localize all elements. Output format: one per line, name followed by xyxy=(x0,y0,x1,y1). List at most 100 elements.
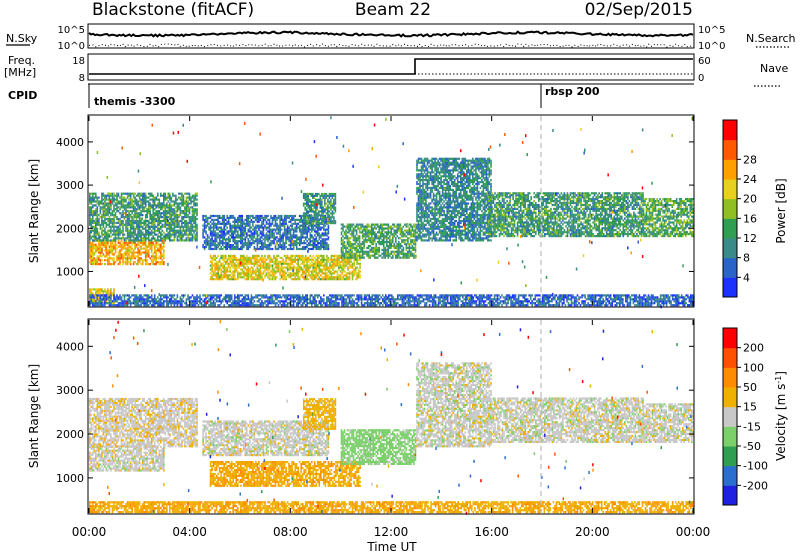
range-cell xyxy=(209,272,212,275)
range-cell xyxy=(237,236,239,239)
range-cell xyxy=(349,250,352,253)
range-cell xyxy=(146,255,148,258)
range-cell xyxy=(190,217,192,221)
range-cell xyxy=(305,200,308,203)
range-cell xyxy=(238,276,241,279)
range-cell xyxy=(249,244,251,247)
range-cell xyxy=(323,226,325,229)
range-cell xyxy=(193,212,195,215)
range-cell xyxy=(297,276,299,279)
range-cell xyxy=(314,246,316,249)
range-cell xyxy=(267,230,269,233)
range-cell xyxy=(351,250,353,253)
range-cell xyxy=(273,270,275,273)
range-cell xyxy=(105,208,108,211)
range-cell xyxy=(331,222,334,225)
range-cell xyxy=(338,258,340,261)
range-cell xyxy=(126,235,129,238)
range-cell xyxy=(164,194,167,197)
range-cell xyxy=(131,227,133,230)
range-cell xyxy=(338,266,340,269)
range-cell xyxy=(119,249,121,252)
range-cell xyxy=(220,268,222,271)
range-cell xyxy=(241,222,244,225)
range-cell xyxy=(163,196,165,199)
range-cell xyxy=(191,217,194,221)
range-cell xyxy=(212,218,215,221)
range-cell xyxy=(211,226,213,229)
range-cell xyxy=(304,236,307,239)
range-cell xyxy=(381,233,383,236)
range-cell xyxy=(105,210,108,213)
range-cell xyxy=(304,212,306,215)
range-cell xyxy=(134,247,136,250)
range-cell xyxy=(395,237,397,240)
range-cell xyxy=(311,228,313,231)
range-cell xyxy=(220,278,222,281)
range-cell xyxy=(273,256,275,259)
range-cell xyxy=(321,278,324,281)
range-cell xyxy=(114,202,117,205)
range-cell xyxy=(167,237,170,240)
range-cell xyxy=(335,262,337,265)
range-cell xyxy=(230,232,233,235)
range-cell xyxy=(363,239,365,242)
range-cell xyxy=(230,247,233,251)
range-cell xyxy=(267,264,269,267)
range-cell xyxy=(291,260,293,263)
range-cell xyxy=(102,233,105,236)
range-cell xyxy=(276,240,278,243)
range-cell xyxy=(89,253,91,256)
range-cell xyxy=(229,244,231,247)
range-cell xyxy=(286,254,289,257)
range-cell xyxy=(147,263,150,266)
range-cell xyxy=(310,210,313,213)
range-cell xyxy=(249,256,251,259)
range-cell xyxy=(407,241,409,244)
range-cell xyxy=(98,290,100,293)
range-cell xyxy=(369,233,371,236)
range-cell xyxy=(102,253,105,256)
range-cell xyxy=(318,202,320,205)
range-cell xyxy=(316,214,319,217)
range-cell xyxy=(399,233,402,236)
range-cell xyxy=(179,198,182,201)
range-cell xyxy=(249,268,251,271)
range-cell xyxy=(330,194,332,197)
range-cell xyxy=(113,239,115,242)
range-cell xyxy=(113,247,115,250)
range-cell xyxy=(267,276,269,279)
range-cell xyxy=(286,264,289,267)
range-cell xyxy=(138,208,141,211)
range-cell xyxy=(297,260,299,263)
range-cell xyxy=(205,246,207,249)
range-cell xyxy=(163,239,165,242)
range-cell xyxy=(134,231,136,234)
range-cell xyxy=(157,235,159,238)
range-cell xyxy=(90,208,93,211)
range-cell xyxy=(232,234,234,237)
range-cell xyxy=(279,260,281,263)
range-cell xyxy=(114,214,117,217)
range-cell xyxy=(357,250,359,253)
range-cell xyxy=(113,231,115,234)
range-cell xyxy=(99,255,102,258)
range-cell xyxy=(256,244,259,247)
range-cell xyxy=(190,216,192,219)
range-cell xyxy=(123,204,126,207)
range-cell xyxy=(215,256,218,259)
range-cell xyxy=(264,246,266,249)
range-cell xyxy=(117,263,120,266)
range-cell xyxy=(140,204,142,207)
range-cell xyxy=(273,268,275,271)
range-cell xyxy=(175,221,177,224)
range-cell xyxy=(313,202,316,205)
range-cell xyxy=(163,223,165,226)
range-cell xyxy=(247,278,250,281)
range-cell xyxy=(405,246,408,249)
range-cell xyxy=(138,245,141,248)
range-cell xyxy=(277,260,280,263)
range-cell xyxy=(247,220,250,223)
range-cell xyxy=(246,220,248,223)
range-cell xyxy=(105,223,108,226)
